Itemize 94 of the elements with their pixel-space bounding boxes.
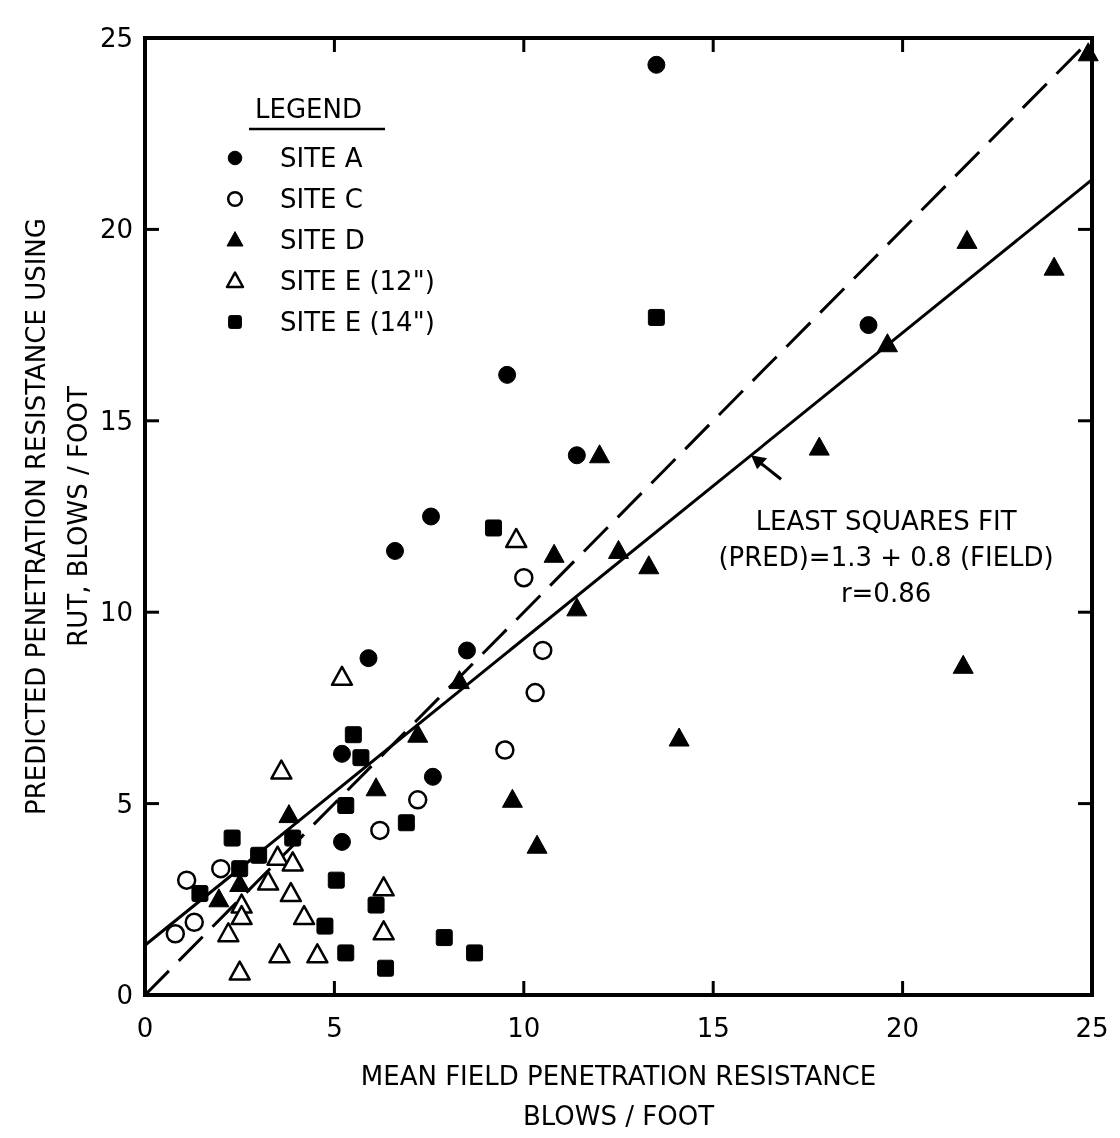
point [407, 790, 428, 810]
point [352, 749, 370, 767]
point [327, 871, 345, 889]
x-axis-title: MEAN FIELD PENETRATION RESISTANCE BLOWS / FOOT [360, 1061, 877, 1131]
point [332, 832, 351, 851]
y-tick-label: 15 [99, 405, 133, 436]
point [421, 507, 440, 526]
point [230, 904, 253, 926]
point [1077, 42, 1099, 62]
point [330, 665, 354, 687]
y-tick-label: 10 [99, 597, 133, 628]
point [407, 723, 429, 743]
point [306, 943, 329, 964]
legend-label: SITE E (14") [280, 307, 435, 337]
legend-title: LEGEND [255, 94, 362, 124]
point [279, 881, 303, 903]
point [337, 944, 355, 962]
point [448, 670, 470, 690]
point [377, 959, 395, 977]
point [526, 834, 548, 854]
point [231, 860, 249, 878]
point [332, 744, 351, 763]
point [208, 888, 230, 908]
point [532, 640, 553, 661]
point [292, 904, 316, 926]
point [337, 797, 355, 815]
point [165, 924, 186, 944]
point [191, 885, 209, 903]
point [278, 804, 300, 824]
point [647, 55, 666, 74]
point [281, 851, 304, 872]
x-tick-label: 25 [1075, 1013, 1109, 1043]
point [501, 788, 523, 808]
point [859, 316, 878, 335]
point [423, 767, 442, 786]
point [638, 555, 660, 575]
legend-label: SITE E (12") [280, 266, 435, 296]
point [466, 944, 484, 962]
point [495, 740, 515, 760]
point [217, 922, 240, 943]
point [668, 727, 690, 747]
y-tick-label: 0 [116, 980, 133, 1010]
annotation: LEAST SQUARES FIT (PRED)=1.3 + 0.8 (FIELD) r=0.86 [718, 506, 1054, 609]
point [567, 446, 586, 465]
point [176, 870, 197, 890]
point [250, 846, 268, 864]
point [266, 845, 289, 866]
point [647, 308, 665, 326]
point [498, 365, 517, 384]
point [589, 444, 611, 464]
point [256, 870, 280, 891]
point [372, 920, 395, 941]
point [370, 820, 390, 841]
point [367, 896, 385, 914]
point [543, 543, 565, 563]
point [270, 759, 293, 780]
point [457, 641, 476, 660]
y-tick-label: 25 [99, 23, 133, 53]
point [223, 829, 241, 847]
legend-label: SITE A [280, 143, 363, 173]
point [386, 541, 405, 560]
point [566, 597, 588, 617]
point [284, 829, 302, 847]
legend-label: SITE C [280, 184, 363, 214]
point [397, 814, 415, 832]
point [435, 929, 453, 947]
x-tick-label: 15 [696, 1013, 730, 1043]
point [359, 649, 378, 668]
point [525, 682, 545, 703]
point [808, 436, 830, 456]
point [952, 654, 974, 674]
point [184, 912, 204, 933]
x-tick-label: 10 [507, 1013, 541, 1043]
legend-label: SITE D [280, 225, 365, 255]
point [228, 960, 251, 981]
point [372, 876, 395, 897]
x-tick-label: 20 [886, 1013, 920, 1043]
point [365, 777, 387, 797]
point [608, 539, 629, 559]
y-tick-label: 20 [99, 214, 133, 245]
y-axis-title: PREDICTED PENETRATION RESISTANCE USING RUT, BLOWS / FOOT [21, 218, 93, 815]
point [504, 527, 528, 549]
point [485, 519, 502, 537]
point [956, 229, 978, 249]
point [344, 726, 362, 744]
point [1043, 256, 1065, 276]
y-tick-label: 5 [116, 788, 133, 819]
point [268, 943, 291, 964]
x-tick-label: 5 [326, 1013, 343, 1043]
point [876, 333, 898, 353]
point [514, 568, 534, 588]
point [211, 858, 231, 879]
x-tick-label: 0 [136, 1013, 154, 1043]
point [316, 917, 334, 935]
